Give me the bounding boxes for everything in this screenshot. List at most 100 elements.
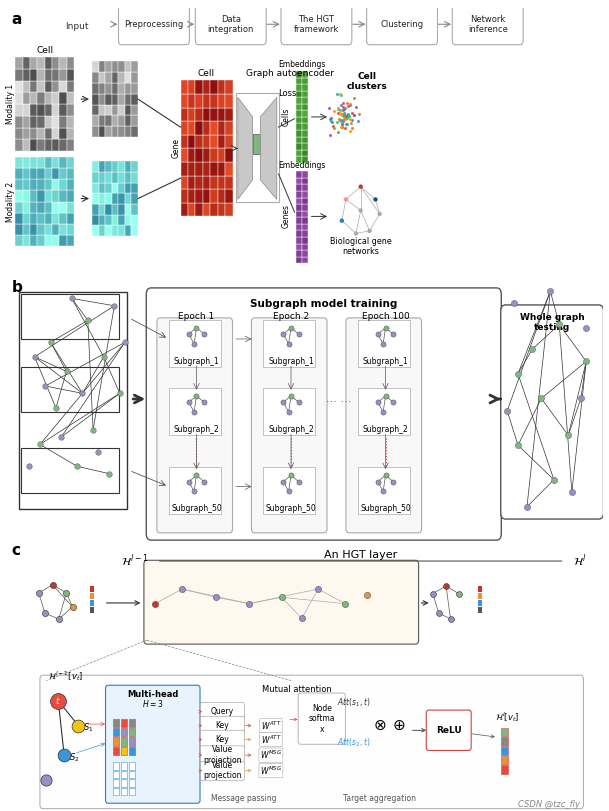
Point (278, 396, 288, 409)
Point (342, 110, 352, 123)
Bar (105, 61, 111, 71)
Point (192, 469, 202, 482)
Point (244, 597, 254, 610)
Point (297, 611, 306, 624)
Bar (188, 94, 195, 108)
Point (522, 500, 532, 513)
Point (340, 597, 350, 610)
Bar (113, 737, 119, 746)
Bar (44, 69, 52, 81)
Bar (60, 212, 67, 224)
Point (371, 193, 381, 206)
Bar (23, 139, 30, 151)
Bar (44, 235, 52, 247)
Bar (296, 178, 301, 184)
Text: Subgraph_1: Subgraph_1 (174, 357, 219, 366)
Bar (92, 71, 99, 83)
Bar (30, 81, 37, 92)
Bar (501, 756, 509, 765)
Bar (30, 224, 37, 235)
Bar (217, 80, 225, 94)
Bar (118, 93, 125, 105)
Point (343, 99, 353, 112)
Point (48, 578, 57, 591)
Bar (15, 202, 23, 212)
Bar (357, 467, 410, 514)
Bar (296, 78, 301, 84)
Bar (125, 93, 132, 105)
Bar (477, 607, 482, 613)
Bar (21, 367, 119, 412)
Bar (501, 747, 509, 755)
Bar (296, 204, 301, 211)
Bar (263, 388, 315, 435)
Text: Mutual attention: Mutual attention (262, 685, 332, 694)
Bar (118, 172, 125, 182)
Bar (188, 135, 195, 148)
Text: Value
projection: Value projection (203, 745, 242, 765)
Text: Subgraph_50: Subgraph_50 (171, 504, 222, 513)
Point (57, 431, 66, 444)
Point (294, 328, 303, 341)
Bar (37, 139, 44, 151)
Point (337, 214, 347, 227)
Bar (92, 127, 99, 137)
Bar (296, 184, 301, 191)
Point (88, 423, 98, 436)
Bar (296, 136, 301, 144)
Bar (301, 171, 308, 178)
Bar (60, 168, 67, 179)
Point (192, 321, 202, 334)
Bar (30, 235, 37, 247)
Bar (296, 97, 301, 104)
Bar (60, 157, 67, 168)
Bar (44, 139, 52, 151)
Bar (195, 121, 203, 135)
Bar (301, 204, 308, 211)
Point (62, 365, 71, 378)
Bar (92, 61, 99, 71)
Bar (501, 728, 509, 736)
Text: $Att(s_1,t)$: $Att(s_1,t)$ (337, 696, 370, 709)
Bar (37, 179, 44, 191)
Point (378, 337, 388, 350)
Bar (105, 172, 111, 182)
Text: Subgraph_2: Subgraph_2 (174, 425, 219, 434)
Bar (180, 80, 188, 94)
Bar (44, 127, 52, 139)
Bar (501, 737, 509, 746)
Bar (210, 135, 217, 148)
Point (381, 389, 390, 402)
Bar (118, 61, 125, 71)
Bar (113, 719, 119, 727)
Bar (23, 81, 30, 92)
Bar (44, 58, 52, 69)
Bar (52, 168, 60, 179)
Bar (296, 123, 301, 130)
Bar (60, 69, 67, 81)
Bar (180, 162, 188, 176)
Bar (15, 81, 23, 92)
Bar (125, 161, 132, 172)
Point (389, 475, 398, 488)
Bar (60, 235, 67, 247)
FancyBboxPatch shape (367, 4, 437, 45)
Bar (67, 139, 74, 151)
Point (341, 118, 351, 131)
Bar (121, 747, 127, 755)
Point (340, 102, 350, 115)
Bar (99, 182, 105, 193)
Bar (52, 157, 60, 168)
Bar (19, 292, 127, 509)
Text: Modality 1: Modality 1 (7, 84, 15, 124)
Point (567, 486, 577, 499)
Point (334, 113, 344, 126)
Bar (92, 193, 99, 204)
Point (362, 589, 372, 602)
Bar (195, 94, 203, 108)
Point (342, 97, 352, 110)
Bar (67, 191, 74, 202)
Point (324, 102, 334, 115)
Bar (118, 127, 125, 137)
Bar (188, 176, 195, 189)
